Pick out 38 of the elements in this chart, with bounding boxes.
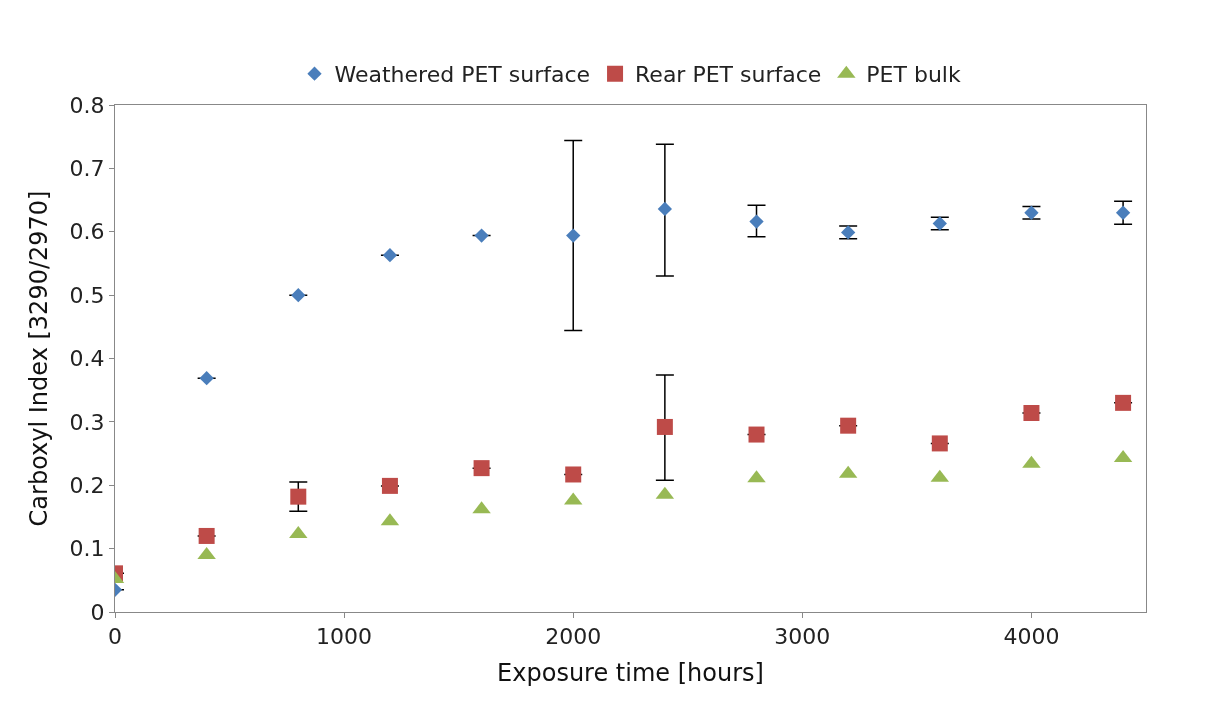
- point: [1115, 205, 1131, 220]
- y-tick-label: 0.1: [69, 536, 105, 562]
- y-tick-label: 0.2: [69, 472, 105, 498]
- x-tick-label: 3000: [774, 624, 831, 650]
- point: [290, 488, 307, 505]
- y-tick-label: 0: [90, 599, 105, 625]
- point: [198, 527, 215, 544]
- y-tick-label: 0.6: [69, 219, 105, 245]
- point: [1023, 405, 1040, 421]
- y-tick-label: 0.7: [69, 156, 105, 182]
- point: [566, 228, 581, 243]
- point: [1115, 394, 1132, 411]
- point: [657, 201, 673, 217]
- point: [382, 248, 398, 263]
- point: [473, 460, 490, 477]
- point: [565, 466, 582, 483]
- point: [749, 214, 764, 229]
- point: [931, 435, 948, 452]
- legend-label: PET bulk: [866, 62, 961, 88]
- point: [840, 417, 857, 434]
- point: [748, 426, 765, 443]
- y-axis-title: Carboxyl Index [3290/2970]: [24, 190, 53, 527]
- point: [474, 228, 489, 243]
- point: [656, 418, 673, 435]
- y-tick-label: 0.3: [69, 409, 105, 435]
- x-tick-label: 2000: [545, 624, 602, 650]
- y-tick-label: 0.5: [69, 282, 105, 308]
- x-axis-title: Exposure time [hours]: [497, 658, 764, 687]
- x-tick-label: 1000: [316, 624, 373, 650]
- legend-label: Weathered PET surface: [334, 62, 591, 88]
- legend-label: Rear PET surface: [635, 62, 822, 88]
- point: [381, 477, 398, 494]
- x-tick-label: 0: [108, 624, 122, 650]
- x-tick-label: 4000: [1003, 624, 1060, 650]
- y-tick-label: 0.8: [69, 92, 105, 118]
- point: [199, 371, 214, 386]
- y-tick-label: 0.4: [69, 346, 105, 372]
- point: [291, 287, 306, 303]
